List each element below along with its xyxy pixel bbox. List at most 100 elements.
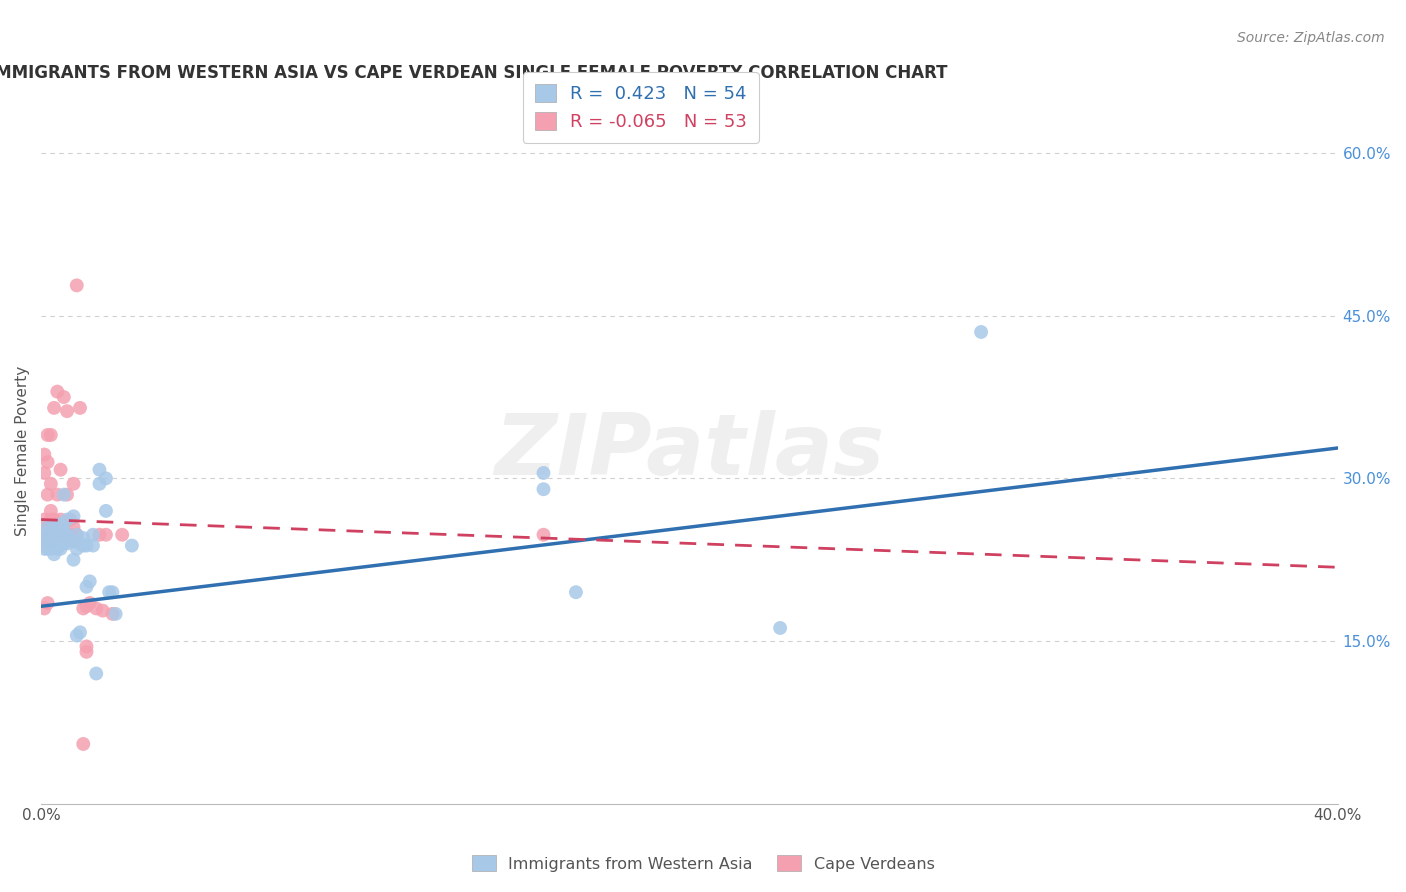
Point bbox=[37, 541, 59, 556]
Point bbox=[79, 574, 101, 589]
Point bbox=[82, 539, 104, 553]
Point bbox=[49, 527, 72, 541]
Point bbox=[76, 645, 98, 659]
Point bbox=[62, 520, 84, 534]
Point bbox=[970, 325, 993, 339]
Point bbox=[46, 536, 69, 550]
Point bbox=[62, 552, 84, 566]
Point bbox=[46, 541, 69, 556]
Point bbox=[49, 512, 72, 526]
Point bbox=[37, 527, 59, 541]
Point bbox=[37, 534, 59, 549]
Point bbox=[66, 278, 89, 293]
Point bbox=[49, 527, 72, 541]
Point bbox=[39, 428, 62, 442]
Point bbox=[46, 384, 69, 399]
Point bbox=[62, 534, 84, 549]
Text: ZIPatlas: ZIPatlas bbox=[495, 409, 884, 492]
Point bbox=[42, 401, 65, 415]
Point bbox=[52, 527, 75, 541]
Point bbox=[76, 539, 98, 553]
Point bbox=[39, 504, 62, 518]
Point bbox=[62, 534, 84, 549]
Point bbox=[98, 585, 121, 599]
Point bbox=[59, 527, 82, 541]
Point bbox=[34, 534, 56, 549]
Text: Source: ZipAtlas.com: Source: ZipAtlas.com bbox=[1237, 31, 1385, 45]
Point bbox=[39, 534, 62, 549]
Point bbox=[39, 527, 62, 541]
Point bbox=[89, 463, 111, 477]
Point bbox=[49, 541, 72, 556]
Point bbox=[39, 520, 62, 534]
Point bbox=[49, 536, 72, 550]
Point bbox=[37, 455, 59, 469]
Point bbox=[52, 536, 75, 550]
Point bbox=[59, 533, 82, 548]
Point bbox=[84, 666, 107, 681]
Point bbox=[79, 596, 101, 610]
Point bbox=[533, 482, 555, 496]
Point bbox=[76, 640, 98, 654]
Point bbox=[94, 471, 117, 485]
Point bbox=[39, 476, 62, 491]
Point bbox=[56, 527, 79, 541]
Point bbox=[72, 539, 94, 553]
Point bbox=[104, 607, 127, 621]
Point bbox=[42, 534, 65, 549]
Point bbox=[42, 547, 65, 561]
Point bbox=[84, 601, 107, 615]
Point bbox=[46, 527, 69, 541]
Point bbox=[34, 541, 56, 556]
Point bbox=[37, 536, 59, 550]
Point bbox=[52, 524, 75, 538]
Point bbox=[66, 527, 89, 541]
Text: IMMIGRANTS FROM WESTERN ASIA VS CAPE VERDEAN SINGLE FEMALE POVERTY CORRELATION C: IMMIGRANTS FROM WESTERN ASIA VS CAPE VER… bbox=[0, 64, 948, 82]
Point bbox=[49, 463, 72, 477]
Point bbox=[39, 527, 62, 541]
Point bbox=[42, 539, 65, 553]
Point bbox=[42, 520, 65, 534]
Point bbox=[37, 428, 59, 442]
Point bbox=[62, 509, 84, 524]
Point bbox=[39, 536, 62, 550]
Point bbox=[72, 531, 94, 545]
Point bbox=[533, 466, 555, 480]
Point bbox=[76, 580, 98, 594]
Point bbox=[39, 512, 62, 526]
Point bbox=[89, 476, 111, 491]
Point bbox=[69, 625, 91, 640]
Point bbox=[533, 527, 555, 541]
Point bbox=[46, 524, 69, 538]
Point bbox=[69, 401, 91, 415]
Legend: R =  0.423   N = 54, R = -0.065   N = 53: R = 0.423 N = 54, R = -0.065 N = 53 bbox=[523, 72, 759, 143]
Legend: Immigrants from Western Asia, Cape Verdeans: Immigrants from Western Asia, Cape Verde… bbox=[464, 847, 942, 880]
Point bbox=[72, 601, 94, 615]
Point bbox=[42, 527, 65, 541]
Point bbox=[34, 601, 56, 615]
Point bbox=[52, 488, 75, 502]
Point bbox=[37, 520, 59, 534]
Point bbox=[66, 527, 89, 541]
Point bbox=[56, 488, 79, 502]
Point bbox=[101, 607, 124, 621]
Point bbox=[49, 516, 72, 531]
Point bbox=[56, 512, 79, 526]
Point bbox=[52, 390, 75, 404]
Point bbox=[121, 539, 143, 553]
Point bbox=[89, 527, 111, 541]
Point bbox=[66, 629, 89, 643]
Point bbox=[34, 448, 56, 462]
Point bbox=[94, 527, 117, 541]
Point bbox=[111, 527, 134, 541]
Point bbox=[37, 488, 59, 502]
Point bbox=[59, 512, 82, 526]
Point bbox=[37, 525, 59, 540]
Point bbox=[37, 531, 59, 545]
Point bbox=[56, 404, 79, 418]
Point bbox=[34, 531, 56, 545]
Point bbox=[72, 737, 94, 751]
Point bbox=[82, 527, 104, 541]
Point bbox=[34, 512, 56, 526]
Point bbox=[94, 504, 117, 518]
